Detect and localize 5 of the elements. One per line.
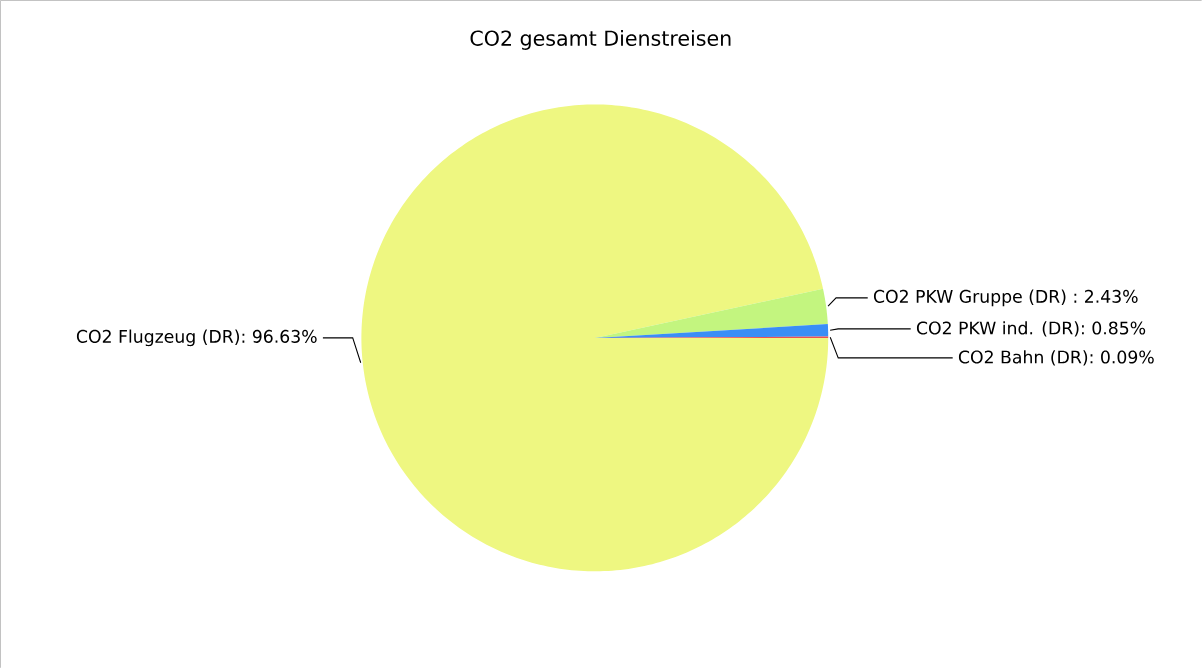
chart-title: CO2 gesamt Dienstreisen (470, 29, 731, 50)
slice-label: CO2 PKW ind. (DR): 0.85% (916, 321, 1146, 337)
slice-label: CO2 Flugzeug (DR): 96.63% (76, 329, 317, 347)
slice-label: CO2 PKW Gruppe (DR) : 2.43% (873, 289, 1138, 307)
slice-label: CO2 Bahn (DR): 0.09% (958, 350, 1154, 366)
